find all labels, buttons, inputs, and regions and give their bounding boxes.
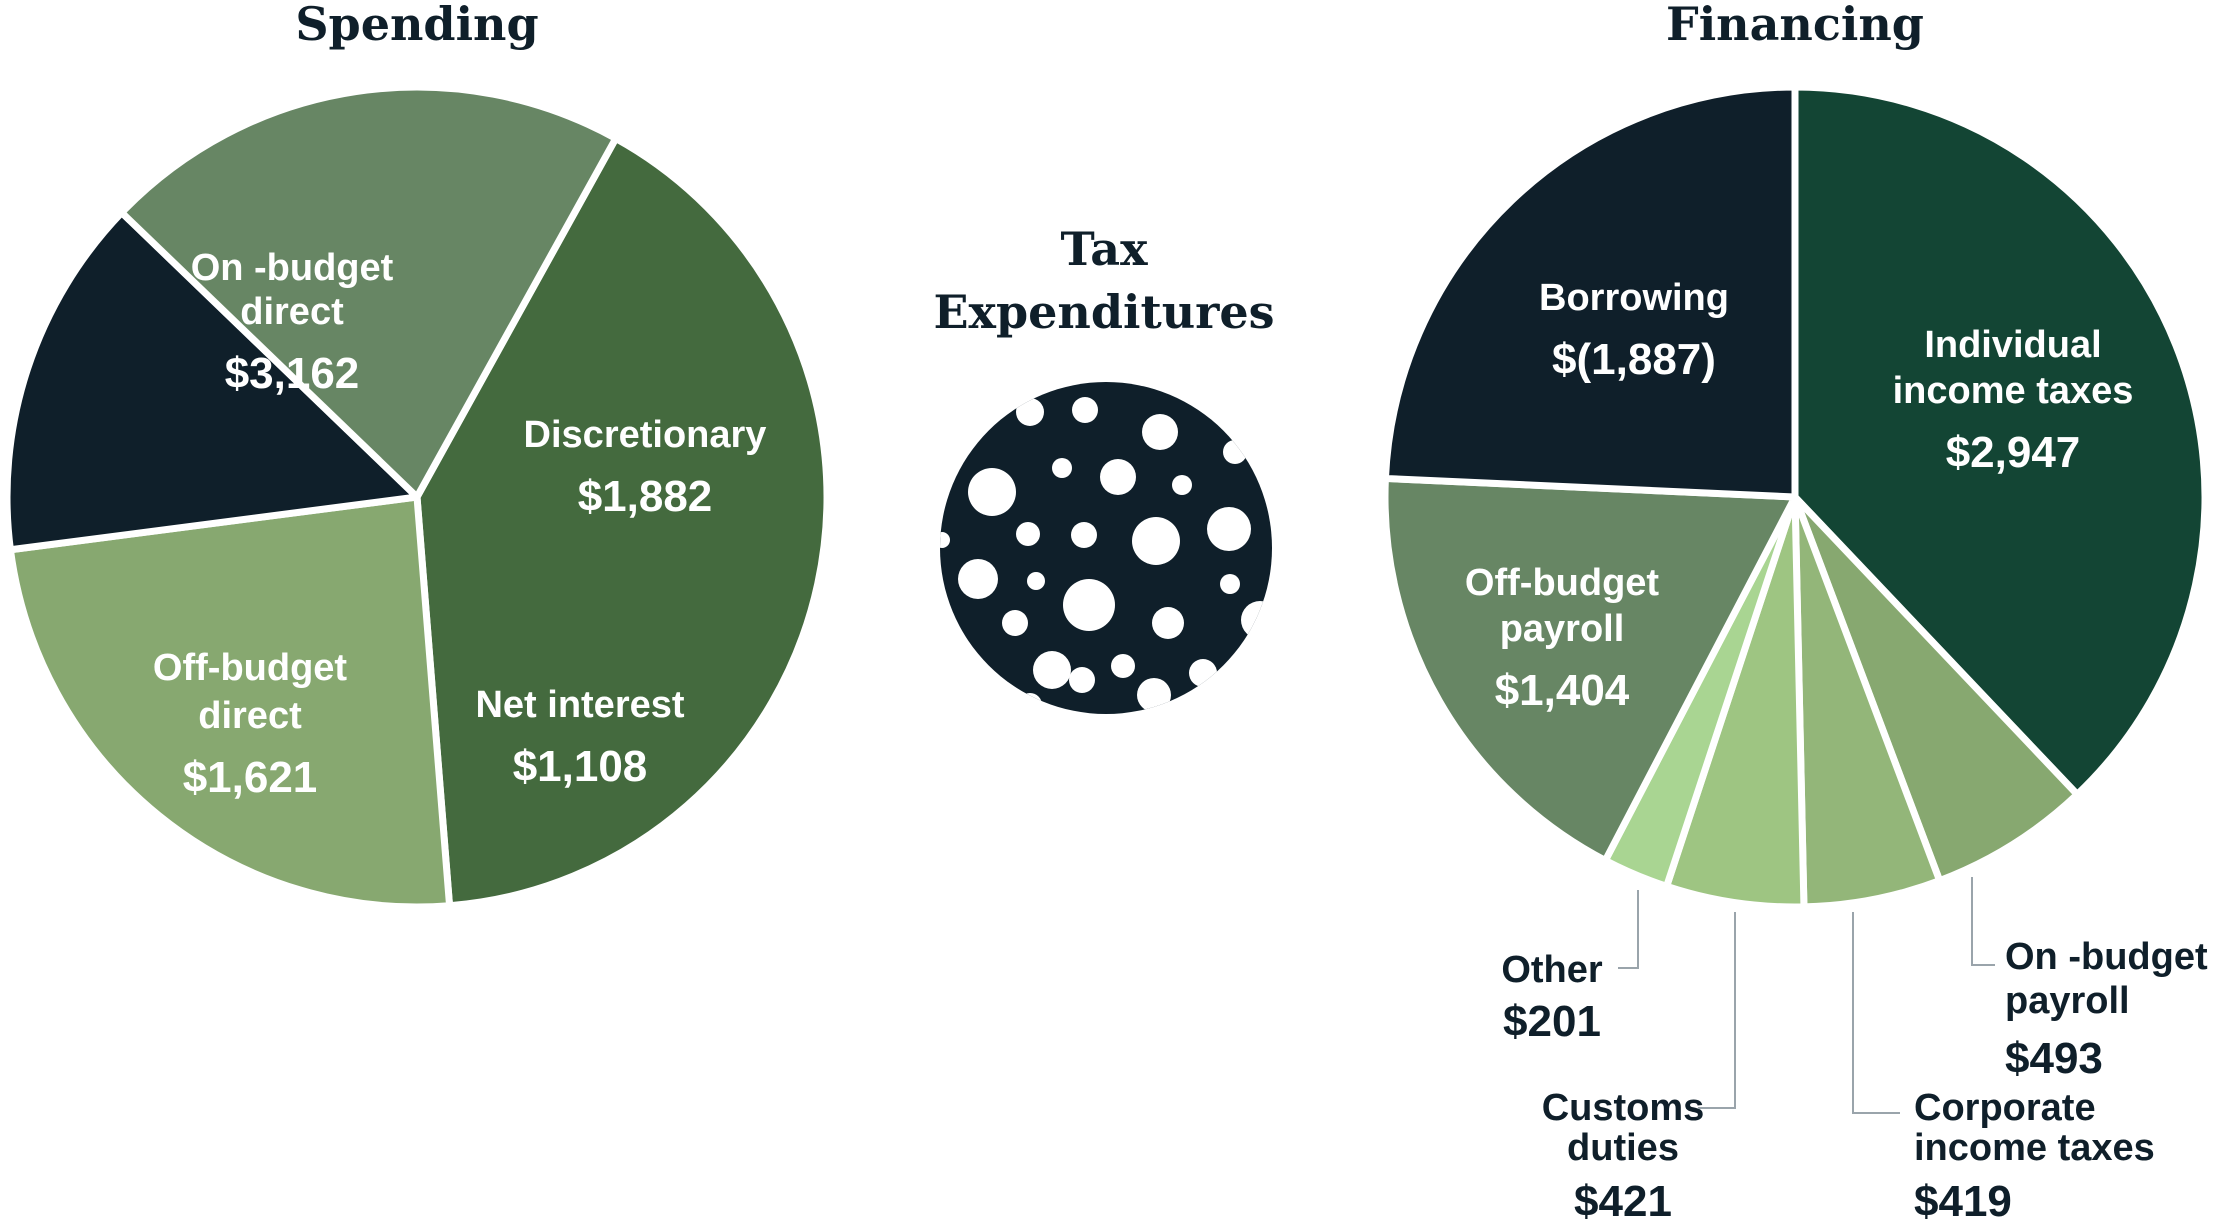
spending-value-net-interest: $1,108 <box>513 742 648 791</box>
financing-value-individual-income-taxes: $2,947 <box>1946 428 2081 477</box>
financing-label-other: Other <box>1501 949 1603 991</box>
financing-chart-title: Financing <box>1666 0 1924 51</box>
spending-slice-off-budget-direct <box>118 83 620 501</box>
spending-label-on-budget-direct-line2: direct <box>240 291 344 333</box>
financing-value-off-budget-payroll: $1,404 <box>1495 666 1630 715</box>
financing-leader-customs-duties <box>1698 912 1736 1109</box>
tax-expenditures-dot <box>1063 579 1115 631</box>
financing-label-individual-income-taxes-line2: income taxes <box>1893 370 2134 412</box>
financing-label-borrowing: Borrowing <box>1539 277 1729 319</box>
financing-value-other: $201 <box>1503 997 1601 1046</box>
spending-slice-on-budget-direct <box>413 134 831 910</box>
financing-label-on-budget-payroll-line2: payroll <box>2005 980 2130 1022</box>
financing-slice-borrowing <box>1381 83 1799 501</box>
tax-expenditures-dot <box>1100 459 1136 495</box>
spending-value-on-budget-direct: $3,162 <box>225 349 360 398</box>
tax-expenditures-dot <box>1052 458 1072 478</box>
tax-expenditures-dot <box>968 468 1016 516</box>
spending-label-net-interest: Net interest <box>475 684 684 726</box>
spending-slice-discretionary <box>6 493 454 911</box>
financing-label-customs-duties-line2: duties <box>1567 1127 1679 1169</box>
financing-slice-individual-income-taxes <box>1791 83 2209 798</box>
tax-expenditures-dot <box>1027 572 1045 590</box>
financing-value-customs-duties: $421 <box>1574 1177 1672 1224</box>
tax-expenditures-dot <box>1223 440 1247 464</box>
tax-expenditures-dot <box>1220 574 1240 594</box>
tax-expenditures-dot <box>1142 414 1178 450</box>
tax-expenditures-dot <box>1002 610 1028 636</box>
tax-expenditures-dot <box>1189 659 1217 687</box>
spending-value-discretionary: $1,882 <box>578 472 713 521</box>
tax-expenditures-dot <box>1152 607 1184 639</box>
spending-pie-chart: Spending On -budgetdirect$3,162Discretio… <box>3 0 831 911</box>
tax-expenditures-dot <box>1072 397 1098 423</box>
financing-leader-on-budget-payroll <box>1971 877 1995 966</box>
tax-expenditures: Tax Expenditures <box>933 222 1275 714</box>
financing-label-off-budget-payroll-line1: Off-budget <box>1465 562 1660 604</box>
financing-label-individual-income-taxes-line1: Individual <box>1924 324 2101 366</box>
spending-label-off-budget-direct-line2: direct <box>198 695 302 737</box>
financing-slice-on-budget-payroll <box>1791 493 2081 885</box>
financing-leader-other <box>1618 890 1639 969</box>
financing-label-on-budget-payroll-line1: On -budget <box>2005 936 2208 978</box>
spending-label-on-budget-direct-line1: On -budget <box>191 247 394 289</box>
tax-expenditures-dot <box>958 559 998 599</box>
spending-chart-title: Spending <box>295 0 538 51</box>
financing-value-on-budget-payroll: $493 <box>2005 1034 2103 1083</box>
financing-value-corporate-income-taxes: $419 <box>1914 1177 2012 1224</box>
tax-expenditures-dot <box>1132 517 1180 565</box>
tax-expenditures-dot <box>1018 693 1042 714</box>
spending-value-off-budget-direct: $1,621 <box>183 753 318 802</box>
tax-expenditures-dot <box>1071 522 1097 548</box>
financing-label-customs-duties-line1: Customs <box>1542 1087 1705 1129</box>
tax-expenditures-dot <box>1016 522 1040 546</box>
tax-expenditures-dot <box>1241 601 1272 639</box>
tax-expenditures-dot <box>1111 654 1135 678</box>
financing-label-off-budget-payroll-line2: payroll <box>1500 608 1625 650</box>
tax-expenditures-dot <box>1207 507 1251 551</box>
tax-expenditures-dot <box>1069 667 1095 693</box>
tax-expenditures-title-line2: Expenditures <box>933 285 1274 339</box>
tax-expenditures-dot <box>1033 651 1071 689</box>
tax-expenditures-title-line1: Tax <box>1060 222 1148 276</box>
financing-label-corporate-income-taxes-line2: income taxes <box>1914 1127 2155 1169</box>
tax-expenditures-dot-pattern <box>940 397 1272 714</box>
financing-leader-corporate-income-taxes <box>1852 912 1900 1114</box>
financing-value-borrowing: $(1,887) <box>1552 335 1716 384</box>
spending-slice-net-interest <box>3 209 421 554</box>
spending-label-off-budget-direct-line1: Off-budget <box>153 647 348 689</box>
tax-expenditures-dot <box>1016 398 1044 426</box>
tax-expenditures-dot <box>940 532 950 548</box>
spending-label-discretionary: Discretionary <box>524 414 767 456</box>
financing-slice-off-budget-payroll <box>1381 474 1799 864</box>
financing-label-corporate-income-taxes-line1: Corporate <box>1914 1087 2096 1129</box>
tax-expenditures-dot <box>1172 475 1192 495</box>
tax-expenditures-dot <box>1137 678 1171 712</box>
